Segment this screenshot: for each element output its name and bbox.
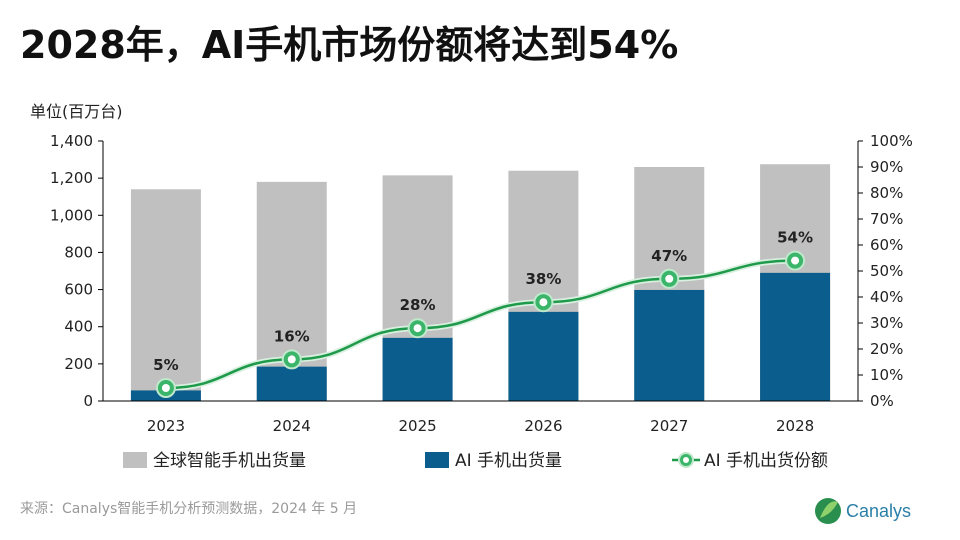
ai-share-point-center — [287, 355, 296, 364]
left-tick-label: 600 — [64, 281, 93, 299]
legend-label-share: AI 手机出货份额 — [704, 451, 828, 471]
right-tick-label: 40% — [870, 288, 903, 306]
ai-share-data-label-2027: 47% — [651, 247, 687, 265]
right-tick-label: 10% — [870, 366, 903, 384]
canalys-logo: Canalys — [815, 498, 911, 524]
right-tick-label: 60% — [870, 236, 903, 254]
left-tick-label: 400 — [64, 318, 93, 336]
x-tick-label-2023: 2023 — [147, 417, 185, 435]
ai-share-point-center — [791, 256, 800, 265]
x-tick-label-2024: 2024 — [273, 417, 311, 435]
ai-share-line-path — [165, 259, 796, 390]
legend-swatch-share-center — [683, 457, 689, 463]
axes: 0 200 400 600 800 1,000 1,200 1,400 0% 10% 20% 30% 4… — [50, 132, 913, 435]
right-tick-label: 90% — [870, 158, 903, 176]
right-tick-label: 20% — [870, 340, 903, 358]
legend-swatch-ai — [425, 452, 449, 468]
right-tick-label: 80% — [870, 184, 903, 202]
ai-share-data-label-2026: 38% — [525, 270, 561, 288]
legend-label-total: 全球智能手机出货量 — [153, 451, 306, 471]
right-tick-label: 50% — [870, 262, 903, 280]
ai-share-data-label-2025: 28% — [400, 296, 436, 314]
ai-bar-2026 — [508, 311, 579, 401]
logo-text: Canalys — [846, 501, 911, 521]
total-shipments-bars — [130, 164, 831, 401]
left-tick-label: 800 — [64, 243, 93, 261]
left-tick-label: 0 — [83, 392, 93, 410]
total-bar-2023 — [130, 189, 201, 401]
ai-share-data-label-2028: 54% — [777, 229, 813, 247]
ai-share-data-label-2023: 5% — [153, 356, 178, 374]
x-tick-label-2027: 2027 — [650, 417, 688, 435]
left-tick-label: 1,200 — [50, 169, 93, 187]
ai-bar-2025 — [382, 337, 453, 401]
legend: 全球智能手机出货量 AI 手机出货量 AI 手机出货份额 — [123, 451, 828, 471]
y-axis-unit-label: 单位(百万台) — [30, 102, 123, 121]
ai-bar-2028 — [760, 272, 831, 401]
ai-bar-2027 — [634, 289, 705, 401]
x-tick-label-2025: 2025 — [398, 417, 436, 435]
ai-share-point-center — [539, 298, 548, 307]
source-note: 来源：Canalys智能手机分析预测数据，2024 年 5 月 — [20, 501, 358, 517]
page-title: 2028年，AI手机市场份额将达到54% — [20, 23, 679, 67]
left-tick-label: 1,000 — [50, 206, 93, 224]
right-tick-label: 30% — [870, 314, 903, 332]
x-tick-label-2026: 2026 — [524, 417, 562, 435]
left-tick-label: 1,400 — [50, 132, 93, 150]
ai-bar-2024 — [256, 366, 327, 401]
logo-leaf-highlight-icon — [820, 501, 838, 518]
ai-shipments-bars — [130, 272, 831, 401]
right-tick-label: 0% — [870, 392, 894, 410]
ai-share-point-center — [161, 384, 170, 392]
ai-share-point-center — [413, 324, 422, 333]
right-tick-label: 100% — [870, 132, 913, 150]
legend-label-ai: AI 手机出货量 — [455, 451, 562, 471]
x-tick-label-2028: 2028 — [776, 417, 814, 435]
left-tick-label: 200 — [64, 355, 93, 373]
ai-share-point-center — [665, 274, 674, 283]
right-tick-label: 70% — [870, 210, 903, 228]
ai-share-line: 5% 16% 28% 38% 47% 54% — [153, 229, 813, 398]
legend-swatch-total — [123, 452, 147, 468]
ai-share-data-label-2024: 16% — [274, 327, 310, 345]
